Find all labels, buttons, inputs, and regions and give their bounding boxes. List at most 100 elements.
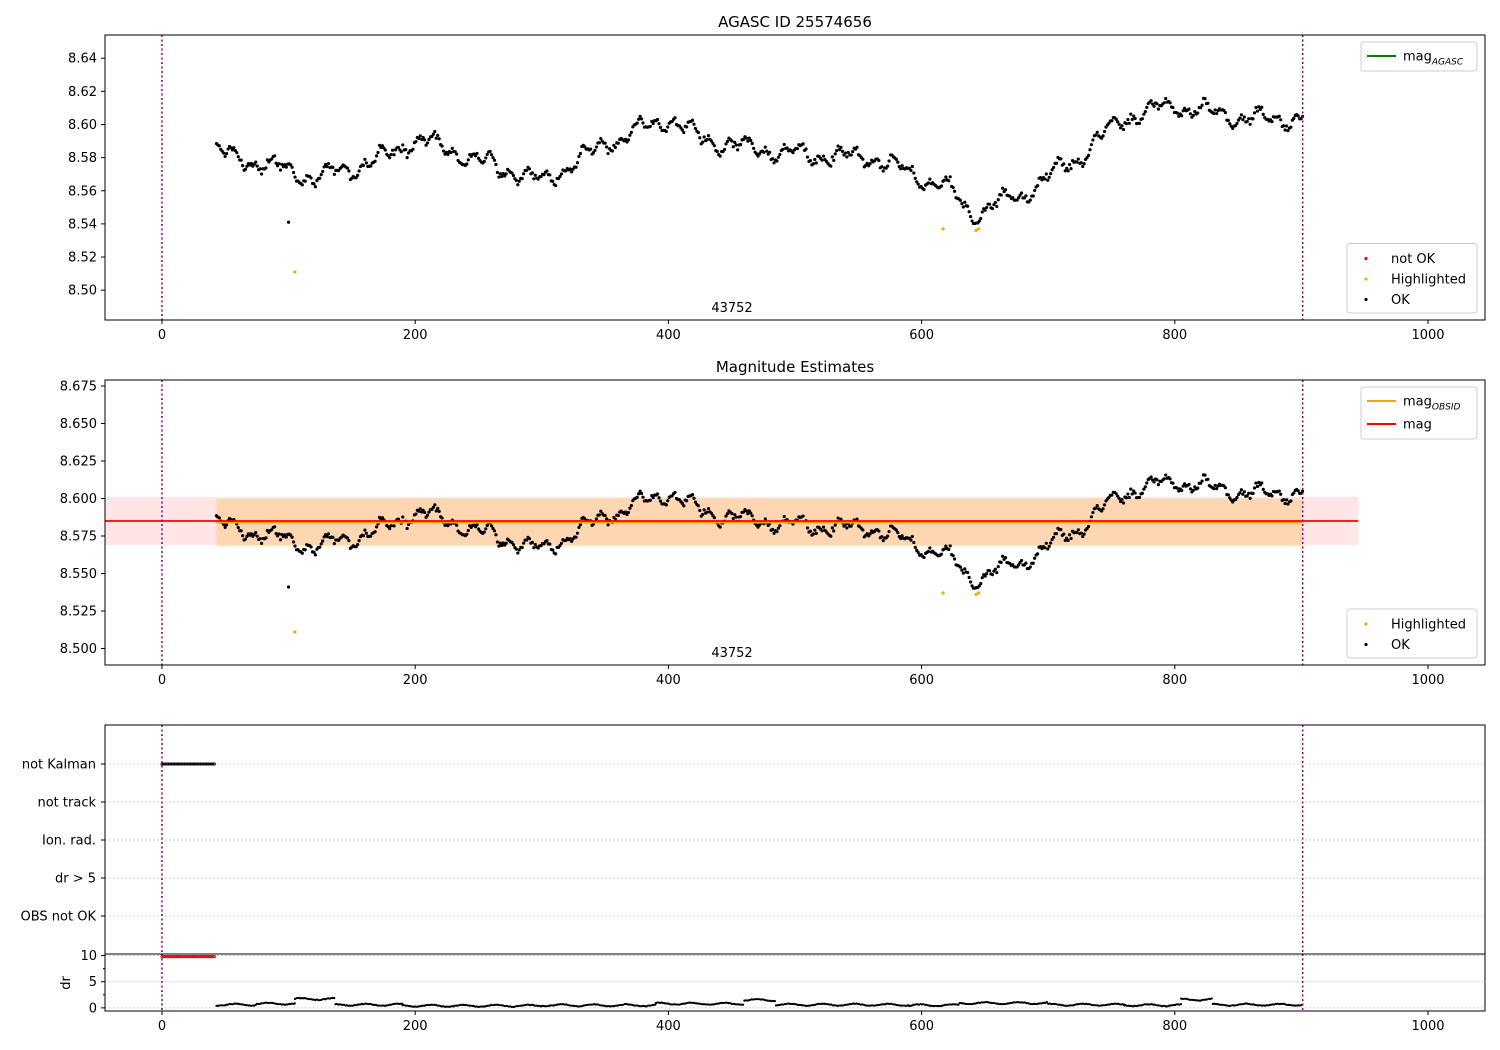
ok-point (599, 136, 603, 141)
ok-point (629, 504, 633, 508)
panel2-ytick-label: 8.550 (60, 567, 97, 582)
ok-point (658, 499, 663, 503)
flag-label: Ion. rad. (42, 834, 96, 849)
ok-point (843, 522, 847, 527)
panel1-xtick-label: 0 (158, 328, 166, 343)
ok-point (347, 169, 351, 173)
ok-point (1047, 175, 1051, 179)
ok-point (364, 161, 368, 165)
ok-point (498, 541, 502, 545)
ok-point (616, 513, 620, 518)
ok-point (357, 538, 361, 543)
ok-point (886, 534, 890, 538)
panel1-ytick-label: 8.62 (68, 85, 97, 100)
ok-point (839, 517, 843, 521)
ok-point (255, 534, 259, 538)
ok-point (947, 547, 951, 552)
ok-point (951, 553, 955, 558)
ok-point (1289, 499, 1293, 503)
ok-point (455, 152, 459, 156)
ok-point (993, 200, 997, 205)
ok-point (1168, 101, 1172, 105)
ok-point (1065, 166, 1069, 170)
ok-point (1152, 480, 1156, 484)
ok-point (832, 529, 836, 533)
panel2-legend-marker (1364, 642, 1368, 647)
ok-point (829, 534, 833, 538)
dr-high-point (183, 955, 187, 959)
ok-point (396, 145, 401, 149)
ok-point (747, 136, 751, 140)
ok-point (1196, 486, 1200, 490)
ok-point (610, 149, 615, 153)
flag-label: dr > 5 (55, 872, 96, 887)
ok-point (286, 220, 291, 224)
dr-high-point (189, 955, 193, 959)
ok-point (1196, 111, 1200, 115)
ok-point (648, 498, 652, 502)
ok-point (768, 150, 772, 154)
ok-point (832, 158, 836, 162)
ok-point (545, 539, 549, 543)
flag-point (188, 762, 192, 766)
ok-point (1247, 117, 1251, 121)
ok-point (977, 584, 981, 588)
ok-point (913, 545, 917, 549)
ok-point (637, 492, 641, 496)
ok-point (1213, 483, 1217, 487)
ok-point (575, 531, 580, 535)
ok-point (749, 138, 753, 143)
dr-high-point (205, 955, 209, 959)
ok-point (1127, 121, 1131, 125)
ok-point (424, 143, 428, 147)
ok-point (532, 177, 536, 181)
ok-point (1180, 114, 1184, 118)
ok-point (501, 171, 505, 176)
ok-point (698, 136, 702, 140)
ok-point (290, 535, 294, 539)
ok-point (639, 491, 644, 496)
ok-point (692, 496, 696, 500)
panel2-legend-points[interactable]: Highlighted OK (1346, 608, 1478, 659)
panel1-legend-lines[interactable]: magAGASC (1360, 41, 1478, 72)
ok-point (1300, 489, 1305, 493)
ok-point (1270, 120, 1274, 124)
ok-point (1051, 535, 1056, 539)
ok-point (999, 560, 1003, 565)
panel1-legend-points[interactable]: not OK Highlighted OK (1346, 243, 1478, 314)
panel1-legend-label: OK (1391, 293, 1410, 308)
ok-point (223, 525, 227, 530)
dr-high-point (188, 955, 192, 959)
ok-point (229, 146, 233, 150)
ok-point (960, 568, 964, 572)
ok-point (436, 133, 440, 137)
ok-point (345, 166, 350, 170)
ok-point (1047, 544, 1051, 548)
ok-point (706, 507, 711, 511)
ok-point (638, 489, 642, 493)
ok-point (1145, 481, 1149, 485)
ok-point (1091, 138, 1095, 142)
ok-point (805, 526, 810, 530)
ok-point (217, 516, 221, 520)
ok-point (223, 154, 227, 159)
ok-point (913, 176, 917, 181)
ok-point (1035, 184, 1040, 188)
ok-point (453, 150, 457, 154)
ok-point (433, 129, 437, 134)
ok-point (1188, 487, 1193, 491)
ok-point (542, 172, 546, 177)
ok-point (1008, 194, 1012, 198)
ok-point (331, 535, 335, 539)
dr-high-point (190, 955, 195, 959)
ok-point (291, 540, 296, 544)
panel2-legend-lines[interactable]: magOBSID mag (1360, 386, 1478, 440)
ok-point (1127, 495, 1131, 500)
ok-point (983, 208, 987, 212)
ok-point (744, 509, 748, 513)
ok-point (249, 161, 253, 166)
highlighted-point (974, 228, 978, 233)
ok-point (910, 164, 914, 169)
ok-point (1035, 552, 1040, 556)
ok-point (1049, 541, 1053, 545)
